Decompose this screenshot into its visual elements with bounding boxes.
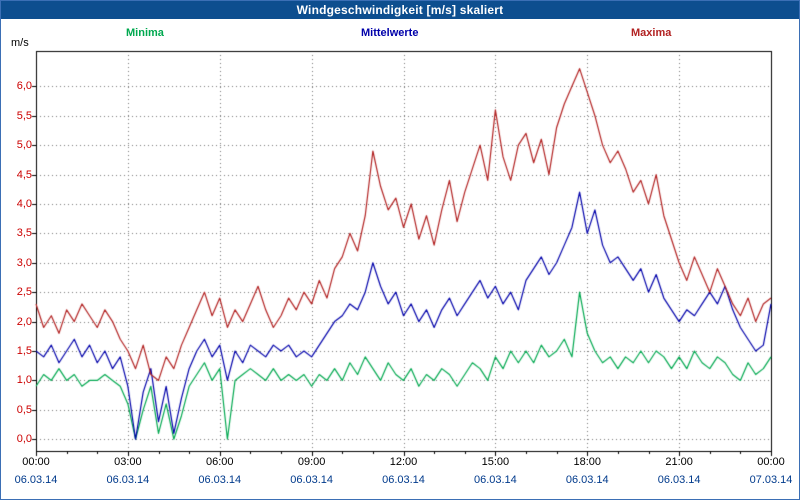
legend-minima-label: Minima — [126, 27, 164, 39]
y-axis-unit-label: m/s — [11, 37, 29, 49]
legend-maxima-label: Maxima — [631, 27, 672, 39]
legend-mittelwerte-label: Mittelwerte — [361, 27, 419, 39]
